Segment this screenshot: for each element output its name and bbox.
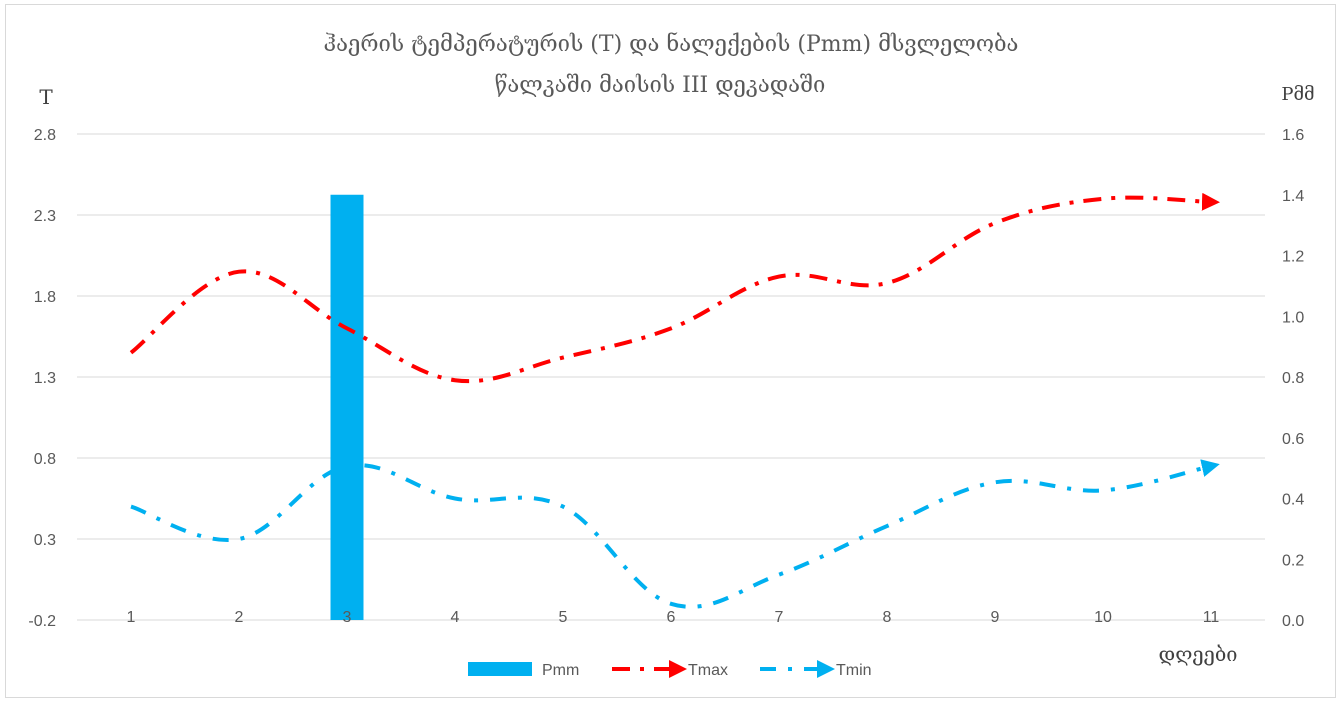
right-tick-label: 0.6 xyxy=(1282,431,1304,448)
x-tick-label: 3 xyxy=(343,609,352,626)
bar-pmm xyxy=(330,194,364,620)
left-tick-label: 2.8 xyxy=(34,127,56,144)
line-tmax xyxy=(129,192,1220,384)
x-axis-title: დღეები xyxy=(1159,642,1238,666)
left-tick-label: 0.8 xyxy=(34,451,56,468)
axis-labels: 2.8 2.3 1.8 1.3 0.8 0.3 -0.2 1.6 1.4 1.2 1.0 0.8 0.6… xyxy=(28,127,1304,630)
chart-frame xyxy=(5,4,1336,698)
x-tick-label: 4 xyxy=(451,609,460,626)
right-tick-label: 1.4 xyxy=(1282,188,1304,205)
left-tick-label: 1.8 xyxy=(34,289,56,306)
gridlines xyxy=(77,133,1265,621)
right-tick-label: 1.0 xyxy=(1282,309,1304,326)
x-tick-label: 8 xyxy=(883,609,892,626)
right-tick-label: 0.0 xyxy=(1282,613,1304,630)
x-tick-label: 1 xyxy=(127,609,136,626)
left-tick-label: 1.3 xyxy=(34,370,56,387)
left-tick-label: 0.3 xyxy=(34,532,56,549)
legend-label-pmm: Pmm xyxy=(542,662,579,679)
x-tick-label: 11 xyxy=(1203,609,1220,626)
chart-title-line2: წალკაში მაისის III დეკადაში xyxy=(495,73,826,98)
x-tick-label: 7 xyxy=(775,609,784,626)
left-tick-label: 2.3 xyxy=(34,208,56,225)
line-tmin xyxy=(130,459,1220,609)
right-tick-label: 1.2 xyxy=(1282,249,1304,266)
left-tick-label: -0.2 xyxy=(28,613,56,630)
chart-title-line1: ჰაერის ტემპერატურის (T) და ნალექების (Pm… xyxy=(324,31,1019,57)
right-tick-label: 1.6 xyxy=(1282,127,1304,144)
right-axis-title: Pმმ xyxy=(1281,84,1314,105)
x-tick-label: 5 xyxy=(559,609,568,626)
left-axis-title: T xyxy=(39,85,53,109)
x-tick-label: 9 xyxy=(991,609,1000,626)
x-tick-label: 2 xyxy=(235,609,244,626)
legend-swatch-pmm xyxy=(468,662,532,676)
x-tick-label: 10 xyxy=(1094,609,1112,626)
legend-label-tmin: Tmin xyxy=(836,662,872,679)
bars xyxy=(330,194,364,620)
legend-label-tmax: Tmax xyxy=(688,662,728,679)
right-tick-label: 0.4 xyxy=(1282,492,1304,509)
x-tick-label: 6 xyxy=(667,609,676,626)
legend: Pmm Tmax Tmin xyxy=(468,660,872,679)
series-lines xyxy=(129,192,1220,609)
right-tick-label: 0.2 xyxy=(1282,552,1304,569)
right-tick-label: 0.8 xyxy=(1282,370,1304,387)
